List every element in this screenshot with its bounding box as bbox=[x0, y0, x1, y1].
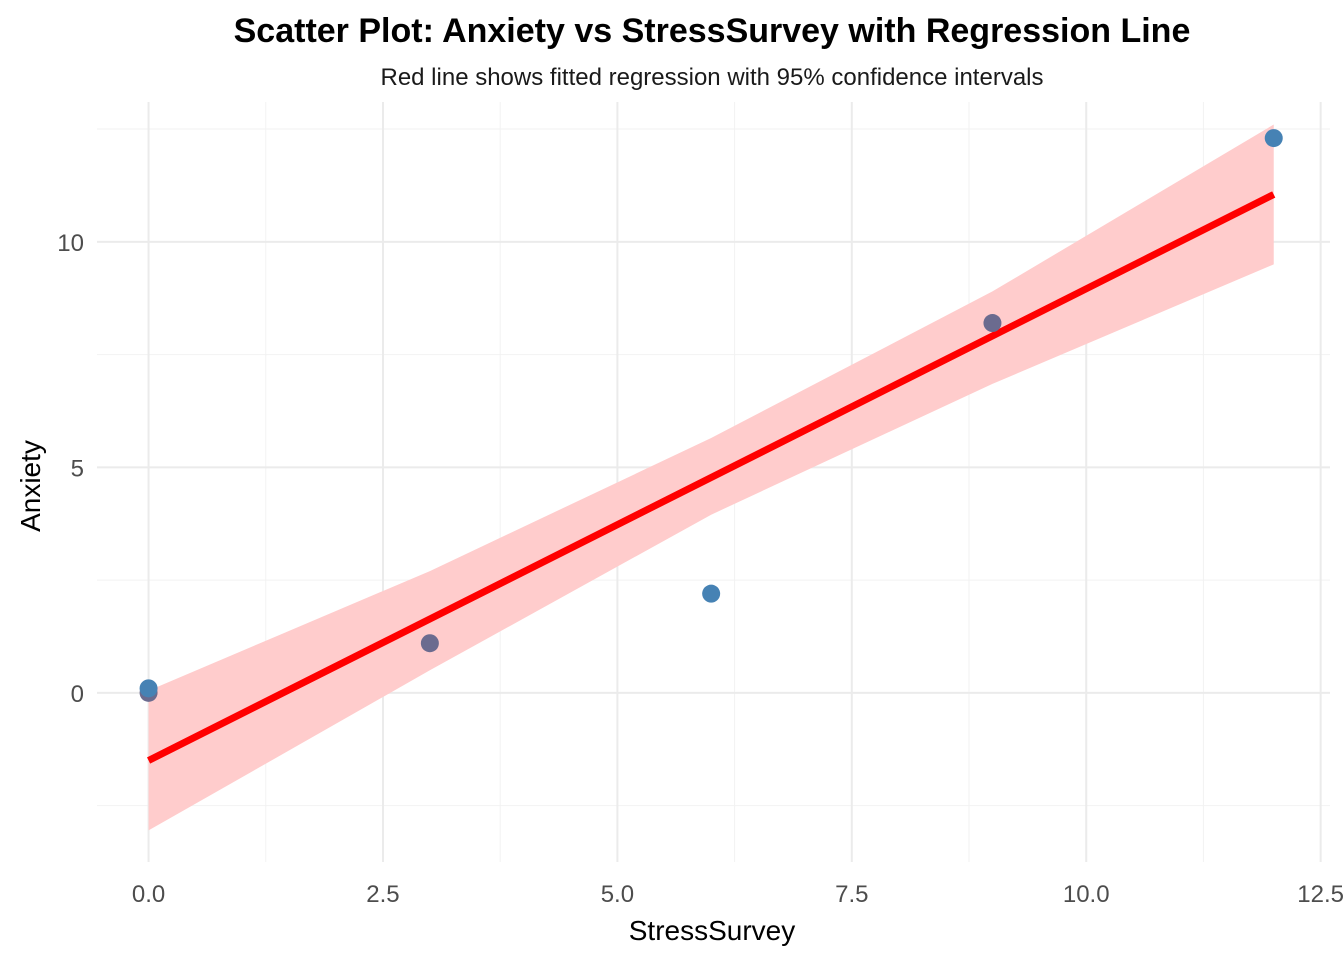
y-axis-title: Anxiety bbox=[15, 440, 46, 532]
y-tick-labels: 0 5 10 bbox=[57, 230, 84, 708]
chart-subtitle: Red line shows fitted regression with 95… bbox=[380, 64, 1043, 91]
x-tick-label: 2.5 bbox=[366, 881, 399, 908]
x-tick-label: 0.0 bbox=[132, 881, 165, 908]
data-point bbox=[139, 679, 158, 698]
x-tick-label: 12.5 bbox=[1297, 881, 1344, 908]
y-tick-label: 5 bbox=[71, 455, 84, 482]
data-point bbox=[420, 634, 439, 653]
x-tick-label: 10.0 bbox=[1063, 881, 1110, 908]
data-point bbox=[983, 314, 1002, 333]
data-point bbox=[1264, 129, 1283, 148]
regression-line-layer bbox=[146, 191, 1276, 764]
chart-title: Scatter Plot: Anxiety vs StressSurvey wi… bbox=[234, 12, 1191, 50]
y-tick-label: 10 bbox=[57, 230, 84, 257]
x-tick-label: 7.5 bbox=[835, 881, 868, 908]
data-point bbox=[702, 584, 721, 603]
x-axis-title: StressSurvey bbox=[629, 915, 796, 946]
x-tick-label: 5.0 bbox=[601, 881, 634, 908]
data-points bbox=[139, 129, 1283, 702]
x-tick-labels: 0.0 2.5 5.0 7.5 10.0 12.5 bbox=[132, 881, 1344, 908]
regression-line bbox=[146, 191, 1276, 764]
y-tick-label: 0 bbox=[71, 681, 84, 708]
